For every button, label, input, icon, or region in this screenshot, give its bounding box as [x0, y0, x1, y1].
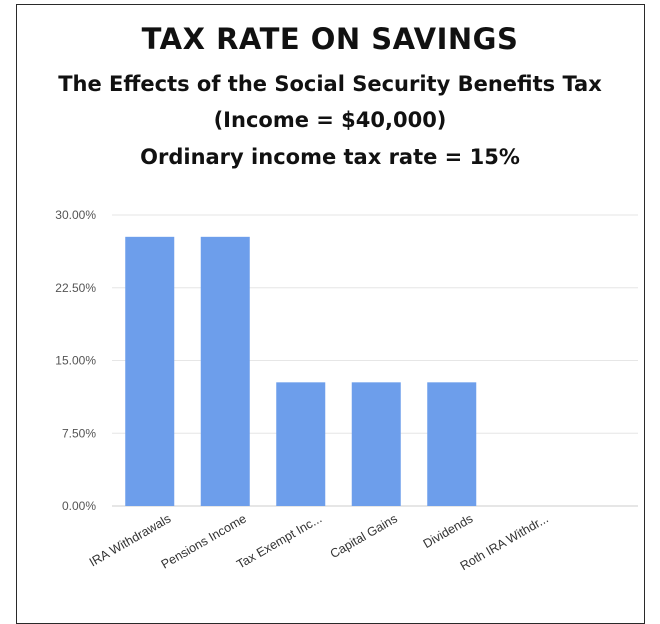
category-label-2: Tax Exempt Inc...: [234, 511, 324, 571]
y-tick-label: 15.00%: [55, 354, 96, 368]
bar-3: [351, 382, 401, 506]
y-tick-label: 0.00%: [62, 499, 96, 513]
chart-subtitle-3: Ordinary income tax rate = 15%: [140, 145, 520, 169]
bar-0: [125, 236, 175, 506]
chart-subtitle-2: (Income = $40,000): [213, 108, 447, 132]
bar-chart: 0.00%7.50%15.00%22.50%30.00%IRA Withdraw…: [55, 208, 638, 573]
bar-1: [200, 236, 250, 506]
category-label-3: Capital Gains: [328, 511, 400, 561]
bar-4: [427, 382, 477, 506]
y-tick-label: 7.50%: [62, 426, 96, 440]
y-tick-label: 30.00%: [55, 208, 96, 222]
chart-frame: [16, 4, 645, 624]
bar-2: [276, 382, 326, 506]
y-tick-label: 22.50%: [55, 281, 96, 295]
chart-title: TAX RATE ON SAVINGS: [141, 22, 519, 56]
chart-subtitle-1: The Effects of the Social Security Benef…: [58, 72, 602, 96]
category-label-4: Dividends: [421, 511, 476, 551]
